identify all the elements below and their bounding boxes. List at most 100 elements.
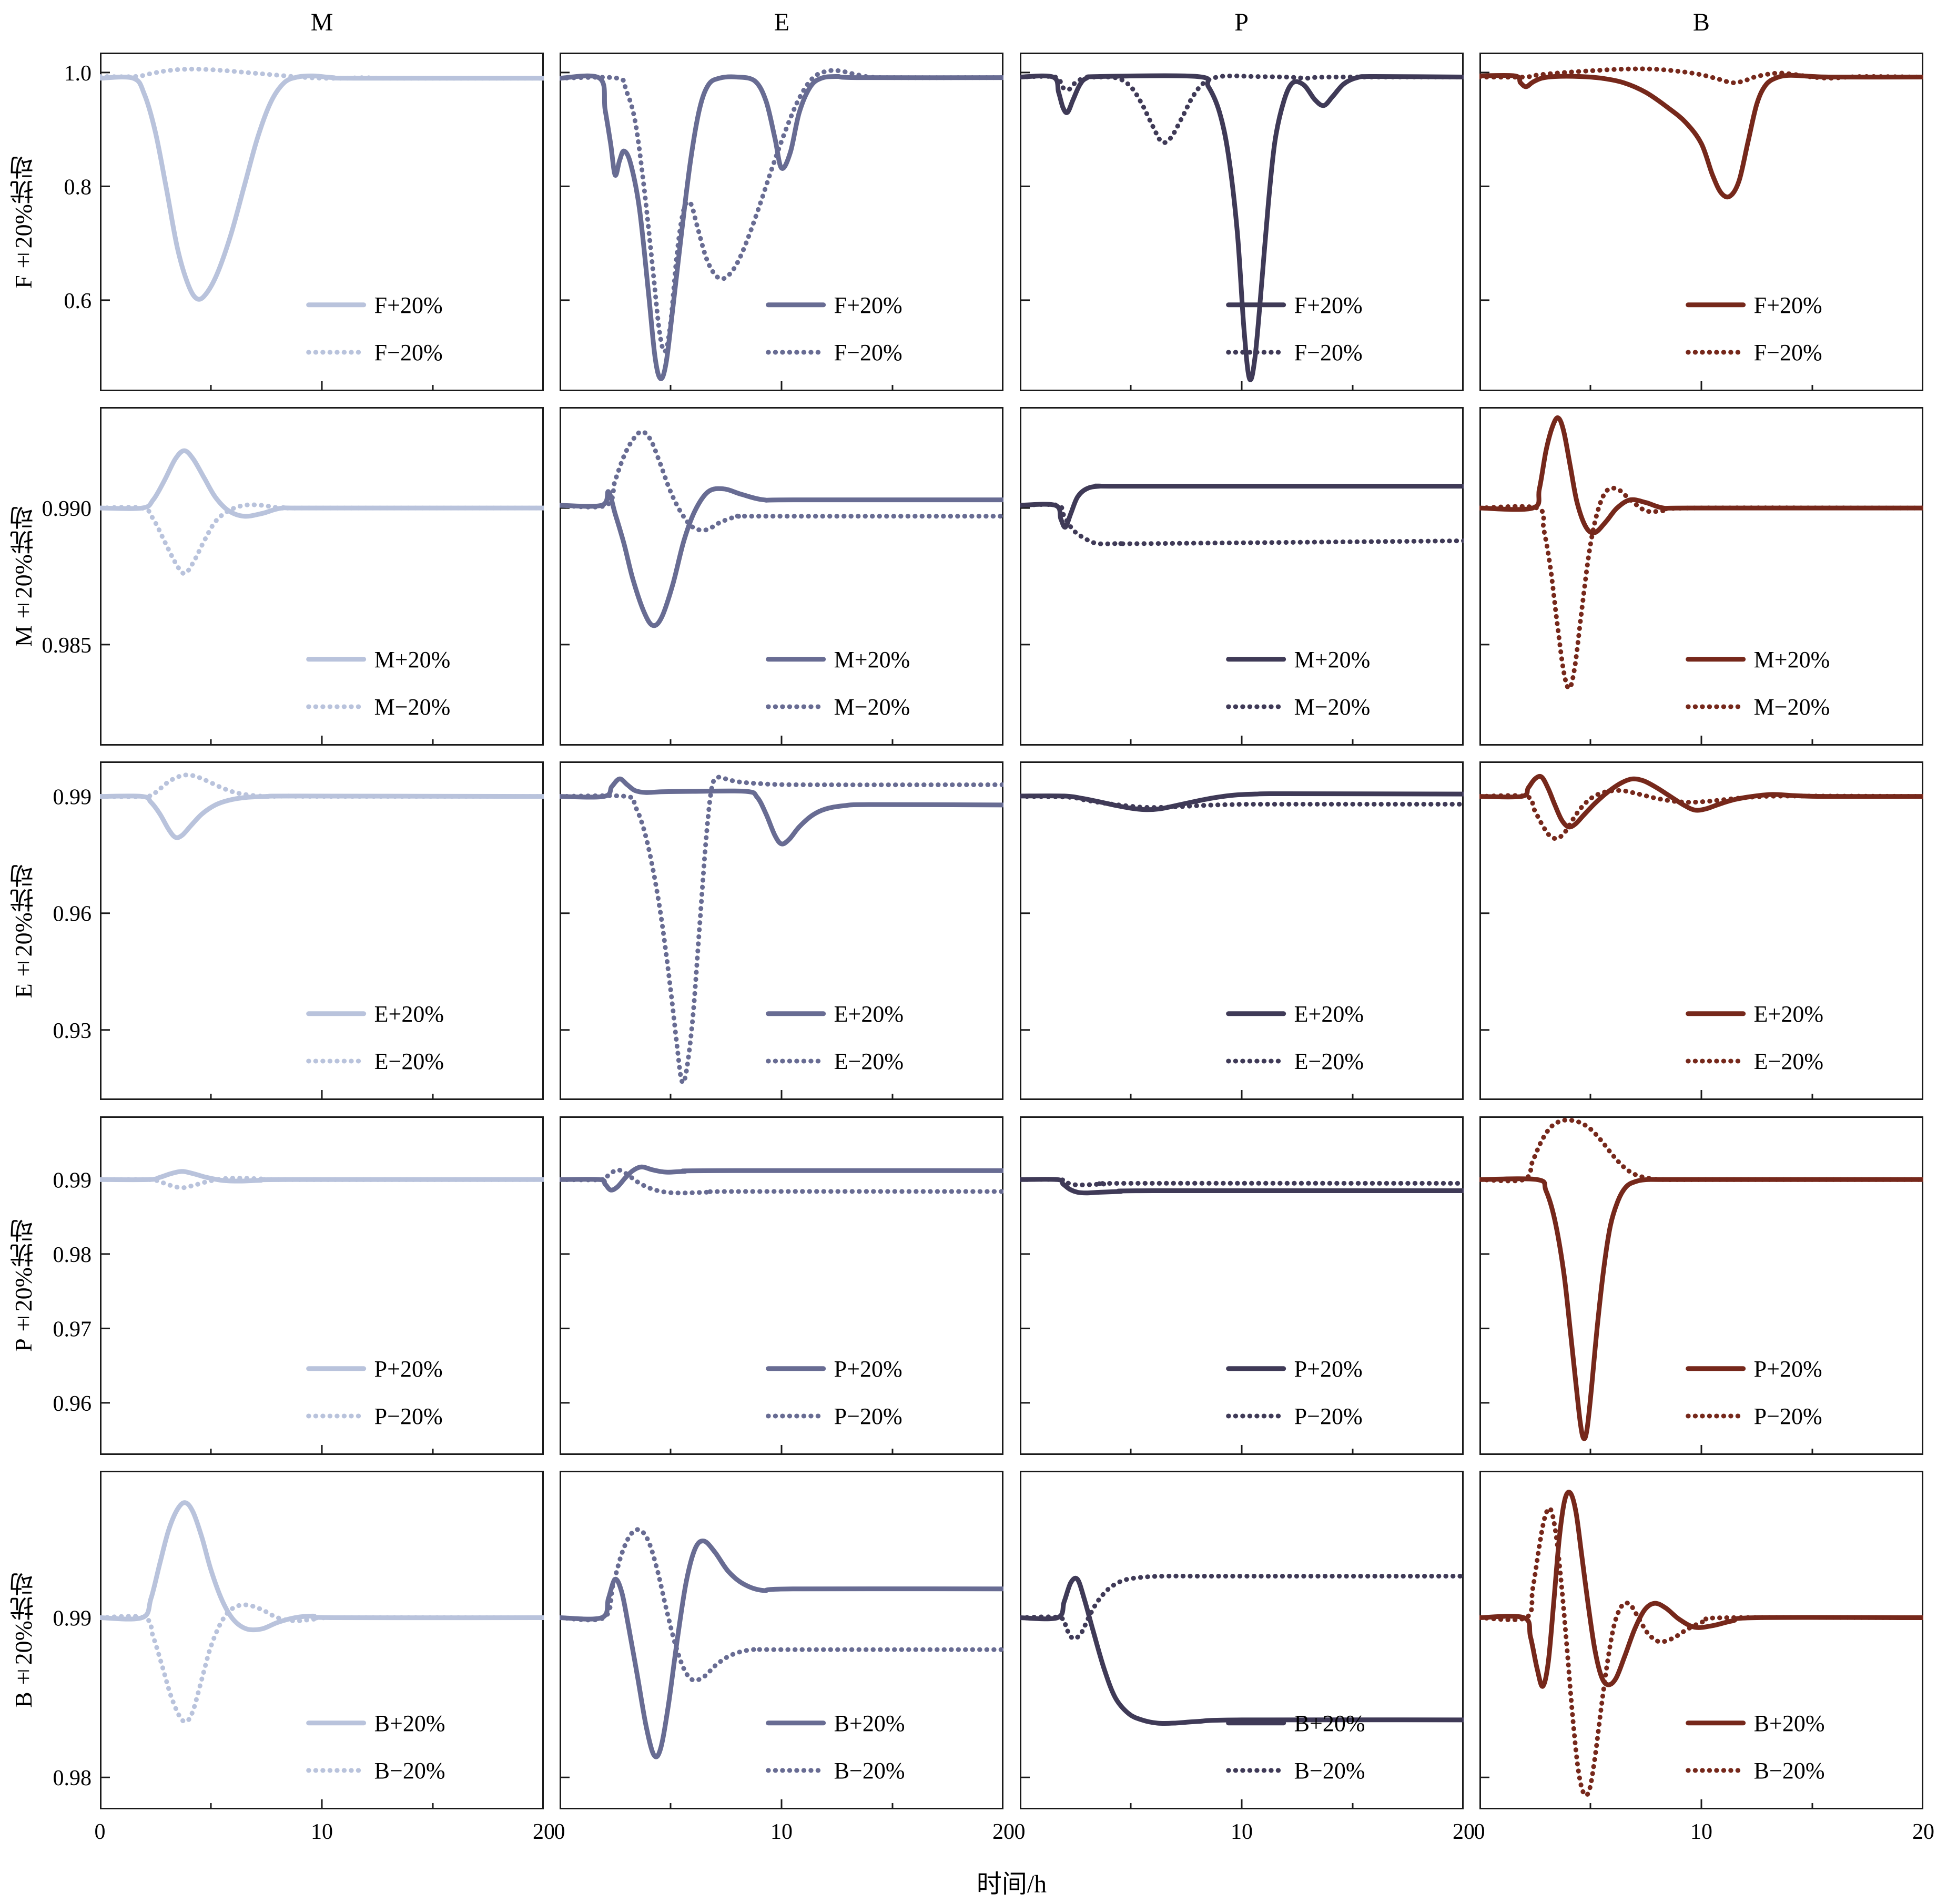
legend-label: F+20% bbox=[374, 292, 443, 318]
series-solid-line bbox=[560, 1164, 1004, 1193]
header-spacer bbox=[5, 5, 84, 37]
y-tick-label: 0.98 bbox=[53, 1766, 92, 1790]
x-tick-label: 10 bbox=[311, 1820, 333, 1844]
series-solid-line bbox=[1019, 1176, 1464, 1195]
series-dotted-line bbox=[1479, 485, 1923, 691]
legend-label: E+20% bbox=[1294, 1001, 1363, 1027]
legend-label: B+20% bbox=[834, 1710, 905, 1736]
subplot-canvas: 0 10 20 B+20% B−20% bbox=[554, 1470, 1015, 1844]
legend-label: B−20% bbox=[834, 1758, 905, 1784]
subplot-canvas: F+20% F−20% bbox=[1479, 53, 1923, 391]
subplot-canvas: E+20% E−20% bbox=[1479, 761, 1923, 1101]
subplot-E-E: E+20% E−20% bbox=[560, 761, 1004, 1101]
subplot-canvas: F+20% F−20% bbox=[1019, 53, 1464, 391]
row-label-M: M±20%扰动 bbox=[10, 506, 37, 647]
plot-border bbox=[100, 407, 544, 746]
subplot-canvas: 1.0 0.8 0.6 F+20% F−20% bbox=[64, 53, 544, 391]
plot-border bbox=[560, 407, 1004, 746]
subplot-P-E: P+20% P−20% bbox=[560, 1116, 1004, 1455]
subplot-B-B: 0 10 20 B+20% B−20% bbox=[1474, 1470, 1934, 1844]
y-tick-label: 0.96 bbox=[53, 902, 92, 926]
subplot-M-E: M+20% M−20% bbox=[560, 407, 1004, 746]
subplot-canvas: 0.99 0.98 0 10 20 B+20% B−20% bbox=[53, 1470, 555, 1844]
plot-border bbox=[100, 761, 544, 1101]
series-solid-line bbox=[1479, 1490, 1923, 1689]
x-tick-label: 0 bbox=[1014, 1820, 1025, 1844]
legend-label: E+20% bbox=[374, 1001, 444, 1027]
subplot-canvas: P+20% P−20% bbox=[560, 1116, 1004, 1455]
legend-label: P+20% bbox=[1753, 1356, 1822, 1381]
series-dotted-line bbox=[1479, 788, 1923, 841]
legend-label: E−20% bbox=[374, 1048, 444, 1074]
y-tick-label: 0.990 bbox=[42, 497, 92, 521]
series-dotted-line bbox=[1479, 66, 1923, 85]
plot-border bbox=[1019, 1116, 1464, 1455]
plot-border bbox=[100, 1470, 544, 1809]
row-label-cell-B: B±20%扰动 bbox=[5, 1471, 84, 1809]
series-solid-line bbox=[560, 777, 1004, 847]
subplot-canvas: P+20% P−20% bbox=[1019, 1116, 1464, 1455]
subplot-F-E: F+20% F−20% bbox=[560, 53, 1004, 391]
subplot-M-M: 0.990 0.985 M+20% M−20% bbox=[42, 407, 544, 746]
series-dotted-line bbox=[560, 1167, 1004, 1195]
series-solid-line bbox=[560, 486, 1004, 628]
y-tick-label: 0.99 bbox=[53, 1168, 92, 1193]
plot-border bbox=[1479, 1116, 1923, 1455]
legend-label: F−20% bbox=[1294, 340, 1362, 365]
legend-label: E+20% bbox=[1753, 1001, 1823, 1027]
y-tick-label: 0.99 bbox=[53, 786, 92, 810]
series-solid-line bbox=[1479, 73, 1923, 200]
series-solid-line bbox=[560, 1538, 1004, 1759]
legend-label: P−20% bbox=[1294, 1403, 1362, 1429]
legend-label: B+20% bbox=[1294, 1710, 1365, 1736]
plot-border bbox=[560, 1116, 1004, 1455]
subplot-F-B: F+20% F−20% bbox=[1479, 53, 1923, 391]
y-tick-label: 0.985 bbox=[42, 634, 92, 658]
subplot-P-B: P+20% P−20% bbox=[1479, 1116, 1923, 1455]
legend-label: E+20% bbox=[834, 1001, 904, 1027]
plot-border bbox=[1019, 53, 1464, 391]
subplot-canvas: 0 10 20 B+20% B−20% bbox=[1474, 1470, 1934, 1844]
subplot-E-B: E+20% E−20% bbox=[1479, 761, 1923, 1101]
series-dotted-line bbox=[560, 429, 1004, 533]
y-tick-label: 0.93 bbox=[53, 1019, 92, 1043]
subplot-B-P: 0 10 20 B+20% B−20% bbox=[1014, 1470, 1475, 1844]
x-tick-label: 0 bbox=[95, 1820, 106, 1844]
footer-spacer bbox=[5, 1825, 84, 1904]
series-dotted-line bbox=[100, 1175, 544, 1190]
subplot-P-P: P+20% P−20% bbox=[1019, 1116, 1464, 1455]
series-dotted-line bbox=[1019, 1573, 1464, 1641]
series-dotted-line bbox=[1479, 1117, 1923, 1184]
row-label-E: E±20%扰动 bbox=[10, 863, 37, 999]
subplot-canvas: F+20% F−20% bbox=[560, 53, 1004, 391]
legend-label: B+20% bbox=[374, 1710, 445, 1736]
legend-label: F−20% bbox=[374, 340, 443, 365]
y-tick-label: 0.96 bbox=[53, 1392, 92, 1416]
subplot-B-M: 0.99 0.98 0 10 20 B+20% B−20% bbox=[53, 1470, 555, 1844]
plot-border bbox=[1479, 53, 1923, 391]
column-header-B: B bbox=[1692, 8, 1710, 36]
legend-label: M+20% bbox=[1294, 647, 1370, 673]
legend-label: B−20% bbox=[1294, 1758, 1365, 1784]
subplot-canvas: M+20% M−20% bbox=[560, 407, 1004, 746]
legend-label: M−20% bbox=[1753, 694, 1830, 720]
plot-border bbox=[560, 761, 1004, 1101]
series-dotted-line bbox=[100, 1602, 544, 1724]
legend-label: P−20% bbox=[834, 1403, 902, 1429]
legend-label: E−20% bbox=[834, 1048, 904, 1074]
subplot-F-M: 1.0 0.8 0.6 F+20% F−20% bbox=[64, 53, 544, 391]
legend-label: F+20% bbox=[834, 292, 902, 318]
plot-border bbox=[100, 1116, 544, 1455]
row-label-cell-E: E±20%扰动 bbox=[5, 761, 84, 1100]
subplot-canvas: P+20% P−20% bbox=[1479, 1116, 1923, 1455]
legend-label: B−20% bbox=[1753, 1758, 1824, 1784]
subplot-canvas: E+20% E−20% bbox=[1019, 761, 1464, 1101]
subplot-M-P: M+20% M−20% bbox=[1019, 407, 1464, 746]
legend-label: M+20% bbox=[374, 647, 451, 673]
legend-label: M+20% bbox=[834, 647, 910, 673]
subplot-B-E: 0 10 20 B+20% B−20% bbox=[554, 1470, 1015, 1844]
legend-label: M−20% bbox=[374, 694, 451, 720]
subplot-canvas: 0 10 20 B+20% B−20% bbox=[1014, 1470, 1475, 1844]
series-dotted-line bbox=[1019, 502, 1464, 547]
